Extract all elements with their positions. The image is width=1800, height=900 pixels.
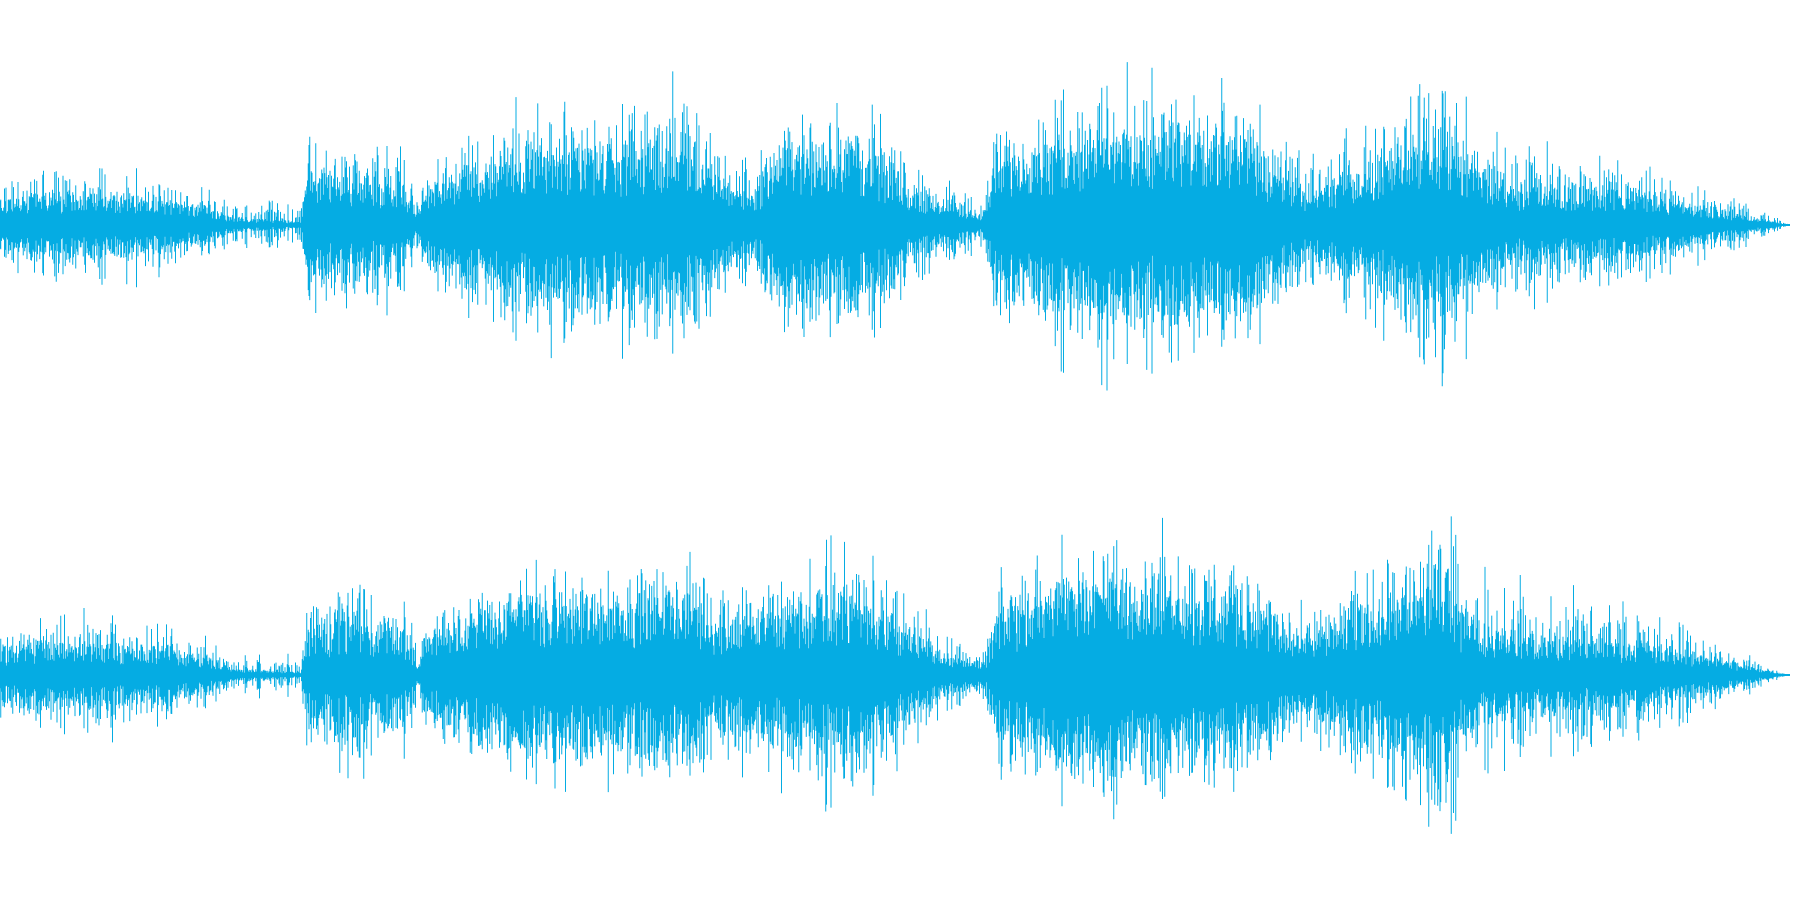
waveform-trace [0, 62, 1790, 391]
waveform-channel-right [0, 516, 1790, 834]
waveform-trace [0, 516, 1790, 834]
waveform-channel-left [0, 62, 1790, 391]
